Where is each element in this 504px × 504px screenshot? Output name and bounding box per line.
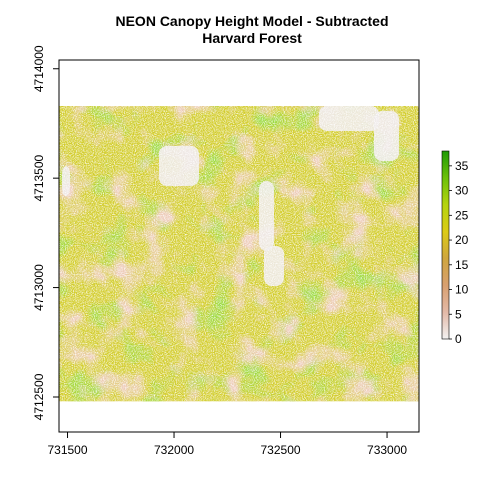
x-tick-label: 732000	[154, 443, 194, 457]
raster-image	[59, 105, 419, 402]
x-tick-label: 731500	[47, 443, 87, 457]
plot-frame	[58, 59, 420, 433]
y-tick-label: 4713000	[32, 264, 46, 311]
raster-specks	[59, 105, 419, 402]
x-axis: 731500 732000 732500 733000	[47, 432, 407, 457]
y-tick-label: 4713500	[32, 154, 46, 201]
x-tick-label: 732500	[261, 443, 301, 457]
y-tick-label: 4712500	[32, 373, 46, 420]
chart-title-line1: NEON Canopy Height Model - Subtracted	[115, 13, 389, 29]
legend-tick-label: 10	[455, 283, 469, 297]
legend-colorbar	[441, 150, 450, 340]
legend-tick-label: 5	[455, 307, 462, 321]
legend-tick-label: 0	[455, 332, 462, 346]
legend-tick-label: 30	[455, 184, 469, 198]
y-tick-label: 4714000	[32, 45, 46, 92]
legend: 0 5 10 15 20 25 30 35	[441, 150, 469, 346]
chart-title-line2: Harvard Forest	[202, 30, 302, 46]
y-axis: 4712500 4713000 4713500 4714000	[32, 45, 59, 420]
legend-tick-label: 35	[455, 159, 469, 173]
x-tick-label: 733000	[367, 443, 407, 457]
legend-tick-label: 15	[455, 258, 469, 272]
legend-tick-label: 20	[455, 233, 469, 247]
legend-tick-label: 25	[455, 208, 469, 222]
